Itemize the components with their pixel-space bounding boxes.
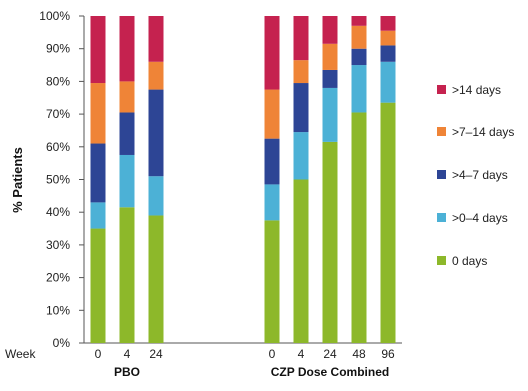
bar-segment	[351, 25, 367, 49]
x-tick-label: 24	[323, 347, 337, 361]
bar-segment	[148, 215, 164, 343]
y-tick-label: 30%	[46, 238, 70, 252]
bar-segment	[293, 179, 309, 343]
bar-segment	[322, 43, 338, 70]
bar-segment	[322, 141, 338, 343]
bar-segment	[380, 16, 396, 31]
legend: >14 days >7–14 days >4–7 days >0–4 days 0 da…	[437, 83, 514, 268]
y-tick-label: 90%	[46, 42, 70, 56]
y-tick-label: 0%	[53, 336, 71, 350]
bar-segment	[351, 112, 367, 343]
bar-segment	[351, 65, 367, 113]
y-tick-label: 70%	[46, 107, 70, 121]
y-tick-label: 60%	[46, 140, 70, 154]
axes	[79, 15, 402, 344]
group-label: CZP Dose Combined	[271, 365, 389, 379]
y-tick-label: 100%	[39, 9, 70, 23]
bar-segment	[148, 89, 164, 177]
bar-segment	[380, 61, 396, 103]
bars	[90, 16, 396, 343]
bar-segment	[293, 60, 309, 84]
bar-segment	[293, 16, 309, 61]
bar-segment	[119, 112, 135, 155]
x-tick-label: 4	[298, 347, 305, 361]
legend-swatch	[437, 85, 446, 94]
y-axis-title: % Patients	[10, 147, 25, 213]
legend-label: >0–4 days	[452, 211, 508, 225]
bar-segment	[351, 16, 367, 26]
y-tick-label: 80%	[46, 74, 70, 88]
x-tick-label: 4	[124, 347, 131, 361]
bar-segment	[90, 83, 106, 144]
bar-segment	[119, 16, 135, 82]
bar-segment	[148, 16, 164, 62]
bar-segment	[119, 207, 135, 343]
bar-segment	[90, 228, 106, 343]
bar-segment	[264, 220, 280, 343]
bar-segment	[380, 45, 396, 62]
bar-segment	[119, 81, 135, 113]
y-tick-label: 40%	[46, 205, 70, 219]
y-axis-ticks: 0% 10% 20% 30% 40% 50% 60% 70% 80% 90% 100%	[39, 9, 70, 350]
legend-swatch	[437, 127, 446, 136]
legend-label: >14 days	[452, 83, 501, 97]
y-tick-label: 20%	[46, 271, 70, 285]
bar-segment	[293, 83, 309, 133]
bar-segment	[380, 30, 396, 46]
legend-swatch	[437, 256, 446, 265]
legend-swatch	[437, 213, 446, 222]
x-axis-ticks: 0 4 24 0 4 24 48 96	[95, 347, 395, 361]
x-tick-label: 48	[352, 347, 366, 361]
legend-label: >7–14 days	[452, 125, 514, 139]
bar-segment	[148, 61, 164, 90]
bar-segment	[322, 16, 338, 44]
x-axis-week-label: Week	[5, 347, 36, 361]
x-tick-label: 0	[95, 347, 102, 361]
bar-segment	[148, 176, 164, 216]
bar-segment	[264, 138, 280, 185]
bar-segment	[90, 143, 106, 203]
x-tick-label: 0	[269, 347, 276, 361]
y-tick-label: 10%	[46, 303, 70, 317]
legend-label: 0 days	[452, 254, 487, 268]
bar-segment	[264, 16, 280, 90]
bar-segment	[119, 154, 135, 208]
y-tick-label: 50%	[46, 173, 70, 187]
bar-segment	[322, 69, 338, 88]
bar-segment	[322, 87, 338, 142]
legend-label: >4–7 days	[452, 168, 508, 182]
bar-segment	[264, 89, 280, 139]
x-tick-label: 24	[149, 347, 163, 361]
bar-segment	[90, 202, 106, 229]
bar-segment	[293, 132, 309, 180]
bar-segment	[264, 184, 280, 221]
bar-segment	[380, 102, 396, 343]
legend-swatch	[437, 170, 446, 179]
group-labels: PBO CZP Dose Combined	[114, 365, 389, 379]
group-label: PBO	[114, 365, 140, 379]
x-tick-label: 96	[381, 347, 395, 361]
bar-segment	[351, 48, 367, 66]
bar-segment	[90, 16, 106, 84]
